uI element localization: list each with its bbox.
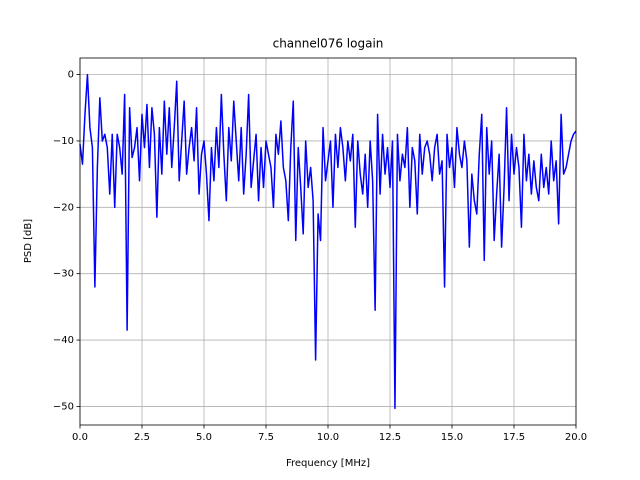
y-tick-label: −30 [53,269,74,280]
y-tick-label: −20 [53,202,74,213]
x-tick-label: 10.0 [317,432,339,443]
x-axis-label: Frequency [MHz] [286,458,370,469]
y-tick-label: −50 [53,401,74,412]
chart-title: channel076 logain [273,37,384,51]
x-tick-label: 15.0 [441,432,463,443]
plot [79,73,577,410]
x-tick-label: 2.5 [134,432,150,443]
x-tick-label: 12.5 [379,432,401,443]
y-tick-label: −40 [53,335,74,346]
x-tick-label: 17.5 [503,432,525,443]
y-tick-label: −10 [53,136,74,147]
psd-line [79,73,577,410]
x-tick-label: 7.5 [258,432,274,443]
y-tick-label: 0 [68,70,74,81]
x-tick-label: 5.0 [196,432,212,443]
x-tick-label: 0.0 [72,432,88,443]
x-tick-label: 20.0 [565,432,587,443]
y-axis-label: PSD [dB] [23,219,34,263]
